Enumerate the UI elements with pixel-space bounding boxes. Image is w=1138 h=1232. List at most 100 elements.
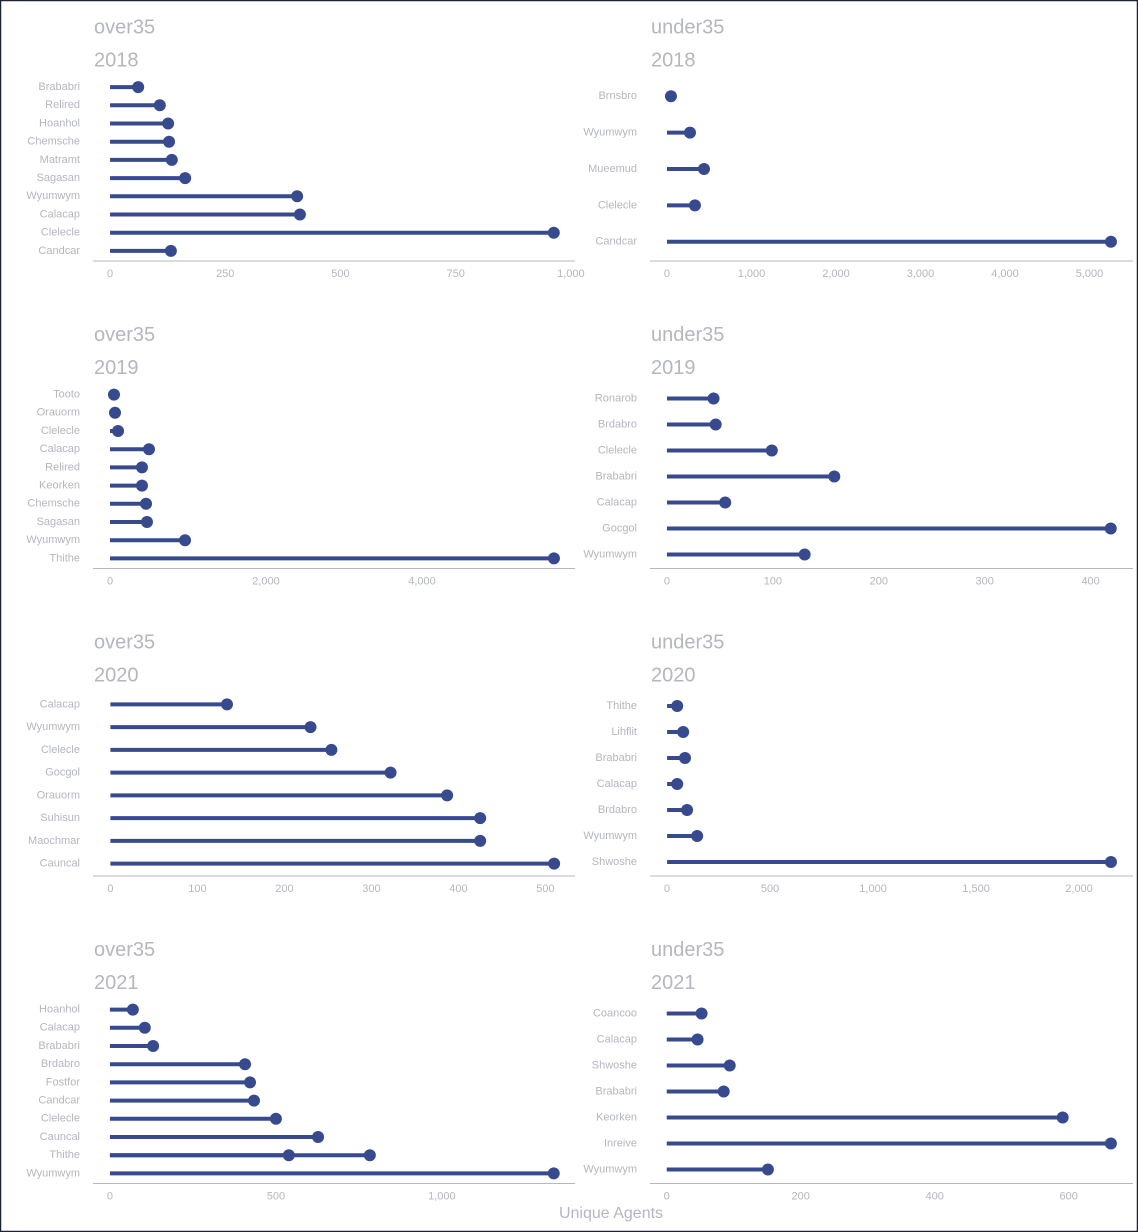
category-label: Calacap [597, 778, 637, 790]
category-label: Calacap [40, 1022, 80, 1034]
lollipop-dot [138, 1021, 151, 1034]
lollipop-dot [723, 1059, 736, 1072]
category-label: Wyumwym [583, 1163, 637, 1175]
x-tick-label: 1,500 [962, 883, 990, 895]
lollipop-dot [162, 117, 175, 130]
category-label: Inreive [604, 1137, 637, 1149]
x-tick-label: 100 [188, 883, 206, 895]
category-label: Gocgol [45, 767, 80, 779]
lollipop-dot [269, 1112, 282, 1125]
lollipop-dot [293, 208, 306, 221]
category-label: Chemsche [27, 136, 80, 148]
x-tick-label: 2,000 [822, 268, 850, 280]
category-label: Clelecle [41, 227, 80, 239]
category-label: Orauorm [37, 407, 80, 419]
category-label: Clelecle [598, 199, 637, 211]
lollipop-dot [474, 834, 487, 847]
lollipop-dot [140, 497, 153, 510]
category-label: Keorken [596, 1111, 637, 1123]
lollipop-dot [1104, 522, 1117, 535]
lollipop-dot [135, 479, 148, 492]
x-tick-label: 0 [664, 575, 670, 587]
category-label: Clelecle [41, 1113, 80, 1125]
x-tick-label: 500 [331, 268, 349, 280]
category-label: Brababri [38, 81, 80, 93]
lollipop-dot [765, 444, 778, 457]
lollipop-dot [719, 496, 732, 509]
x-tick-label: 200 [275, 883, 293, 895]
lollipop-dot [547, 1167, 560, 1180]
panel-subtitle: 2019 [651, 357, 696, 379]
lollipop-dot [677, 726, 690, 738]
category-label: Coancoo [593, 1007, 637, 1019]
lollipop-dot [132, 81, 145, 94]
x-tick-label: 4,000 [991, 268, 1019, 280]
category-label: Fostfor [46, 1076, 81, 1088]
category-label: Brdabro [41, 1058, 80, 1070]
category-label: Brababri [38, 1040, 80, 1052]
panel-subtitle: 2020 [651, 664, 696, 686]
x-tick-label: 200 [792, 1190, 810, 1202]
lollipop-dot [126, 1003, 139, 1016]
x-tick-label: 500 [761, 883, 779, 895]
lollipop-dot [761, 1163, 774, 1176]
category-label: Calacap [40, 443, 80, 455]
lollipop-dot [247, 1094, 260, 1107]
panel-title: under35 [651, 16, 724, 38]
x-tick-label: 100 [764, 575, 782, 587]
x-tick-label: 500 [536, 883, 554, 895]
x-tick-label: 750 [446, 268, 464, 280]
lollipop-dot [108, 406, 121, 419]
lollipop-dot [707, 392, 720, 405]
lollipop-dot [798, 548, 811, 561]
panel-title: under35 [651, 324, 724, 346]
lollipop-dot [179, 534, 192, 547]
lollipop-dot [679, 752, 692, 764]
category-label: Candcar [38, 245, 80, 257]
lollipop-dot [547, 552, 560, 565]
lollipop-dot [304, 721, 317, 734]
x-tick-label: 3,000 [907, 268, 935, 280]
x-tick-label: 0 [107, 575, 113, 587]
category-label: Wyumwym [26, 721, 80, 733]
lollipop-dot [140, 516, 153, 528]
lollipop-dot [474, 812, 487, 825]
category-label: Wyumwym [26, 190, 80, 202]
category-label: Orauorm [37, 789, 80, 801]
lollipop-dot [548, 857, 561, 870]
category-label: Keorken [39, 480, 80, 492]
category-label: Maochmar [28, 835, 80, 847]
x-tick-label: 0 [664, 1190, 670, 1202]
lollipop-dot [220, 698, 233, 711]
lollipop-dot [244, 1076, 257, 1089]
x-tick-label: 400 [1081, 575, 1099, 587]
category-label: Wyumwym [583, 548, 637, 560]
category-label: Brababri [595, 1085, 637, 1097]
lollipop-dot [1104, 235, 1117, 248]
lollipop-dot [363, 1149, 376, 1162]
lollipop-dot [384, 766, 397, 779]
lollipop-dot [312, 1131, 325, 1143]
x-tick-label: 1,000 [859, 883, 887, 895]
x-tick-label: 4,000 [408, 575, 436, 587]
category-label: Wyumwym [583, 830, 637, 842]
x-tick-label: 0 [107, 883, 113, 895]
category-label: Cauncal [40, 1131, 80, 1143]
category-label: Relired [45, 461, 80, 473]
lollipop-dot [325, 743, 338, 756]
category-label: Brababri [595, 752, 637, 764]
panel-title: over35 [94, 631, 155, 653]
category-label: Calacap [597, 1033, 637, 1045]
panel-title: over35 [94, 16, 155, 38]
lollipop-dot [1056, 1111, 1069, 1124]
lollipop-dot [709, 418, 722, 431]
lollipop-dot [239, 1058, 252, 1071]
lollipop-dot [107, 388, 120, 401]
category-label: Clelecle [41, 425, 80, 437]
lollipop-dot [671, 778, 684, 790]
lollipop-dot [695, 1007, 708, 1020]
x-tick-label: 400 [926, 1190, 944, 1202]
x-tick-label: 300 [362, 883, 380, 895]
category-label: Wyumwym [26, 1167, 80, 1179]
